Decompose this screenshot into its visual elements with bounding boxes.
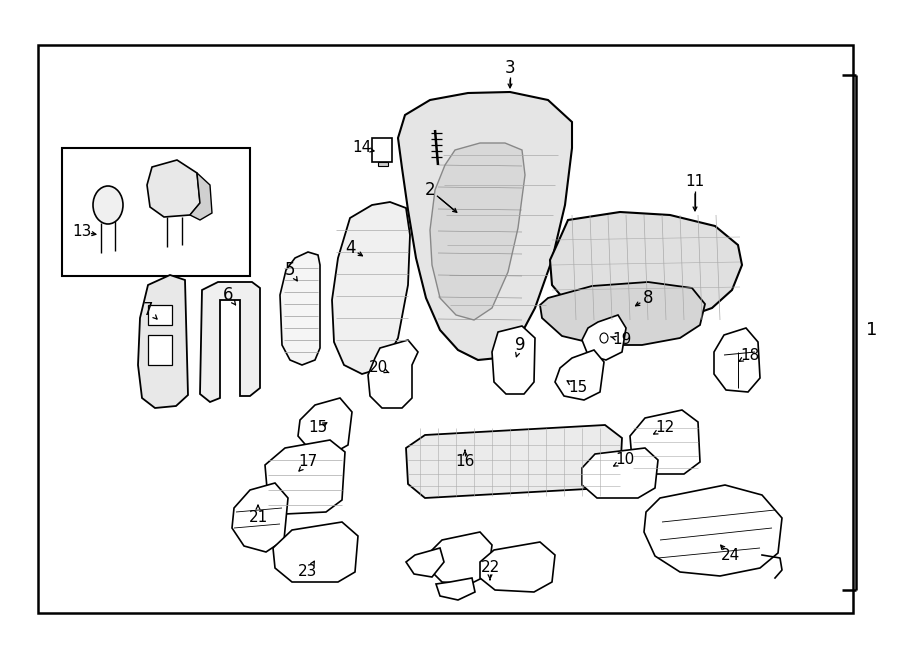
Polygon shape (428, 532, 492, 584)
Text: 21: 21 (248, 510, 267, 525)
Bar (38, 45, 853, 613)
Polygon shape (232, 483, 288, 552)
Text: 9: 9 (515, 336, 526, 354)
Polygon shape (398, 92, 572, 360)
Polygon shape (406, 548, 444, 577)
Polygon shape (480, 542, 555, 592)
Bar (378, 162, 388, 166)
Text: 18: 18 (741, 348, 760, 362)
Text: 12: 12 (655, 420, 675, 436)
Text: 23: 23 (298, 564, 318, 580)
Polygon shape (492, 326, 535, 394)
Polygon shape (436, 578, 475, 600)
Text: 7: 7 (143, 301, 153, 319)
Text: 10: 10 (616, 453, 634, 467)
Polygon shape (280, 252, 320, 365)
Text: 20: 20 (368, 360, 388, 375)
Polygon shape (430, 143, 525, 320)
Text: 22: 22 (481, 561, 500, 576)
Text: 13: 13 (72, 225, 92, 239)
Ellipse shape (600, 333, 608, 343)
Polygon shape (265, 440, 345, 514)
Polygon shape (714, 328, 760, 392)
Text: 6: 6 (223, 286, 233, 304)
Text: 14: 14 (353, 141, 372, 155)
Ellipse shape (486, 158, 494, 166)
Text: 8: 8 (643, 289, 653, 307)
Text: 24: 24 (720, 549, 740, 563)
Polygon shape (582, 448, 658, 498)
Ellipse shape (93, 186, 123, 224)
Polygon shape (138, 275, 188, 408)
Bar (148, 305, 172, 325)
Polygon shape (550, 212, 742, 324)
Polygon shape (555, 350, 604, 400)
Text: 16: 16 (455, 455, 474, 469)
Polygon shape (332, 202, 410, 374)
Text: 1: 1 (867, 321, 877, 339)
Polygon shape (273, 522, 358, 582)
Polygon shape (644, 485, 782, 576)
Text: 15: 15 (569, 381, 588, 395)
Polygon shape (406, 425, 622, 498)
Text: 4: 4 (345, 239, 356, 257)
Polygon shape (147, 160, 200, 217)
Text: 11: 11 (686, 175, 705, 190)
Bar (148, 335, 172, 365)
Text: 19: 19 (612, 332, 632, 348)
Polygon shape (190, 173, 212, 220)
Bar (62, 148, 250, 276)
Polygon shape (630, 410, 700, 474)
Polygon shape (582, 315, 626, 360)
Text: 15: 15 (309, 420, 328, 436)
Text: 5: 5 (284, 261, 295, 279)
Polygon shape (368, 340, 418, 408)
Text: 2: 2 (425, 181, 436, 199)
Bar (372, 138, 392, 162)
Polygon shape (200, 282, 260, 402)
Polygon shape (540, 282, 705, 345)
Polygon shape (298, 398, 352, 454)
Text: 17: 17 (299, 455, 318, 469)
Text: 3: 3 (505, 59, 516, 77)
